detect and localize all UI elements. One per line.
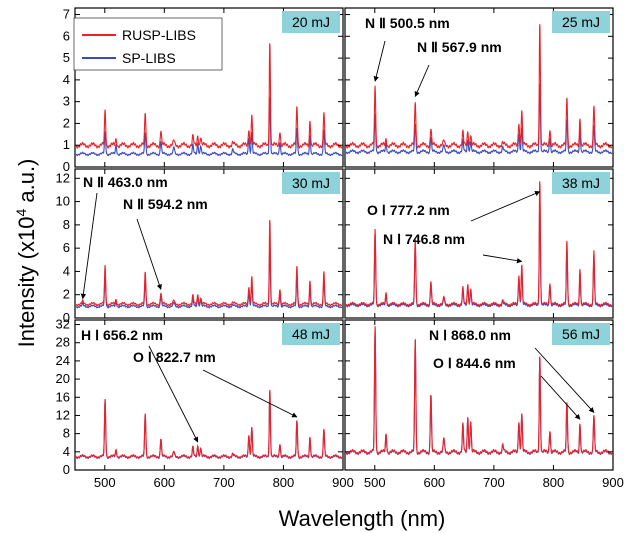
- x-axis-title: Wavelength (nm): [279, 506, 446, 531]
- panel-frame: [74, 7, 344, 168]
- series-line-rusp-libs: [75, 43, 343, 149]
- peak-annotation: H Ⅰ 656.2 nm: [81, 327, 163, 343]
- series-line-rusp-libs: [345, 326, 613, 456]
- peak-annotation: N Ⅰ 868.0 nm: [429, 327, 511, 343]
- energy-label: 30 mJ: [292, 175, 330, 191]
- peak-annotation: N Ⅱ 567.9 nm: [417, 39, 502, 55]
- annotation-arrow: [80, 192, 98, 300]
- y-tick-label: 20: [56, 371, 70, 386]
- x-tick-label: 600: [423, 475, 445, 490]
- series-line-sp-libs: [345, 83, 613, 155]
- panel-38-mj: 38 mJ O Ⅰ 777.2 nm N Ⅰ 746.8 nm: [344, 168, 614, 319]
- y-tick-label: 8: [63, 217, 70, 232]
- x-tick-label: 900: [332, 475, 354, 490]
- y-tick-label: 3: [63, 94, 70, 109]
- y-tick-label: 32: [56, 317, 70, 332]
- y-tick-label: 6: [63, 28, 70, 43]
- y-tick-label: 0: [63, 159, 70, 174]
- peak-annotation: N Ⅰ 746.8 nm: [383, 231, 465, 247]
- y-tick-label: 0: [63, 462, 70, 477]
- series-line-rusp-libs: [345, 24, 613, 149]
- annotation-arrow: [148, 345, 199, 443]
- x-tick-label: 700: [213, 475, 235, 490]
- y-axis-title-main: Intensity (x10: [14, 217, 39, 348]
- legend-label-sp: SP-LIBS: [122, 50, 176, 66]
- panel-30-mj: 0 2 4 6 8 10 12 30 mJ N Ⅱ 463.0 nm N Ⅱ 594.2 nm: [56, 168, 344, 325]
- peak-annotation: O Ⅰ 822.7 nm: [133, 349, 216, 365]
- x-tick-label: 700: [483, 475, 505, 490]
- annotation-arrow: [136, 218, 162, 290]
- y-axis-title: Intensity (x104 a.u.): [13, 159, 39, 348]
- x-tick-label: 800: [273, 475, 295, 490]
- series-line-sp-libs: [75, 245, 343, 309]
- y-tick-label: 2: [63, 287, 70, 302]
- energy-badge: [552, 11, 610, 33]
- y-tick-label: 4: [63, 263, 70, 278]
- panel-48-mj: 0 4 8 12 16 20 24 28 32 500 600 700 800 900 48 mJ H Ⅰ 6…: [56, 317, 354, 490]
- y-tick-label: 16: [56, 389, 70, 404]
- x-tick-label: 900: [602, 475, 624, 490]
- annotation-arrow: [482, 254, 523, 264]
- y-tick-label: 24: [56, 353, 70, 368]
- energy-label: 56 mJ: [562, 326, 600, 342]
- panel-frame: [344, 168, 614, 319]
- y-tick-label: 4: [63, 444, 70, 459]
- y-tick-label: 1: [63, 137, 70, 152]
- annotation-arrow: [373, 40, 386, 82]
- energy-label: 20 mJ: [292, 14, 330, 30]
- y-tick-label: 12: [56, 170, 70, 185]
- y-tick-label: 7: [63, 7, 70, 22]
- y-axis-title-suffix: a.u.): [14, 159, 39, 209]
- y-tick-label: 28: [56, 335, 70, 350]
- y-tick-label: 4: [63, 72, 70, 87]
- energy-label: 38 mJ: [562, 175, 600, 191]
- energy-label: 25 mJ: [562, 14, 600, 30]
- peak-annotation: O Ⅰ 777.2 nm: [367, 202, 450, 218]
- peak-annotation: O Ⅰ 844.6 nm: [433, 355, 516, 371]
- annotation-arrow: [470, 191, 541, 222]
- panel-frame: [74, 319, 344, 471]
- series-line-rusp-libs: [75, 220, 343, 307]
- x-tick-label: 800: [543, 475, 565, 490]
- series-line-rusp-libs: [75, 389, 343, 459]
- annotation-arrow: [534, 347, 595, 413]
- y-tick-label: 5: [63, 50, 70, 65]
- x-tick-label: 600: [153, 475, 175, 490]
- x-tick-label: 500: [364, 475, 386, 490]
- y-tick-label: 2: [63, 115, 70, 130]
- energy-badge: [552, 323, 610, 345]
- panel-56-mj: 500 600 700 800 900 56 mJ N Ⅰ 868.0 nm O Ⅰ 844.…: [344, 319, 624, 490]
- y-tick-label: 0: [63, 310, 70, 325]
- x-tick-label: 500: [94, 475, 116, 490]
- energy-badge: [282, 172, 340, 194]
- legend-box: [73, 17, 223, 71]
- legend-label-rusp: RUSP-LIBS: [122, 27, 196, 43]
- series-line-rusp-libs: [345, 181, 613, 307]
- peak-annotation: N Ⅱ 594.2 nm: [123, 196, 208, 212]
- annotation-arrow: [540, 375, 581, 420]
- energy-badge: [282, 11, 340, 33]
- y-tick-label: 6: [63, 240, 70, 255]
- panel-frame: [344, 7, 614, 168]
- y-tick-label: 12: [56, 407, 70, 422]
- series-line-sp-libs: [75, 392, 343, 460]
- y-axis-title-sup: 4: [13, 209, 29, 217]
- panel-frame: [74, 168, 344, 319]
- annotation-arrow: [202, 369, 298, 418]
- peak-annotation: N Ⅱ 500.5 nm: [365, 15, 450, 31]
- energy-badge: [282, 323, 340, 345]
- y-tick-label: 10: [56, 194, 70, 209]
- peak-annotation: N Ⅱ 463.0 nm: [83, 174, 168, 190]
- energy-label: 48 mJ: [292, 326, 330, 342]
- panel-20-mj: 0 1 2 3 4 5 6 7 20 mJ: [63, 7, 344, 174]
- legend: RUSP-LIBS SP-LIBS: [73, 17, 223, 71]
- annotation-arrow: [414, 64, 430, 97]
- panel-25-mj: 25 mJ N Ⅱ 500.5 nm N Ⅱ 567.9 nm: [344, 7, 614, 168]
- y-tick-label: 8: [63, 426, 70, 441]
- energy-badge: [552, 172, 610, 194]
- panel-frame: [344, 319, 614, 471]
